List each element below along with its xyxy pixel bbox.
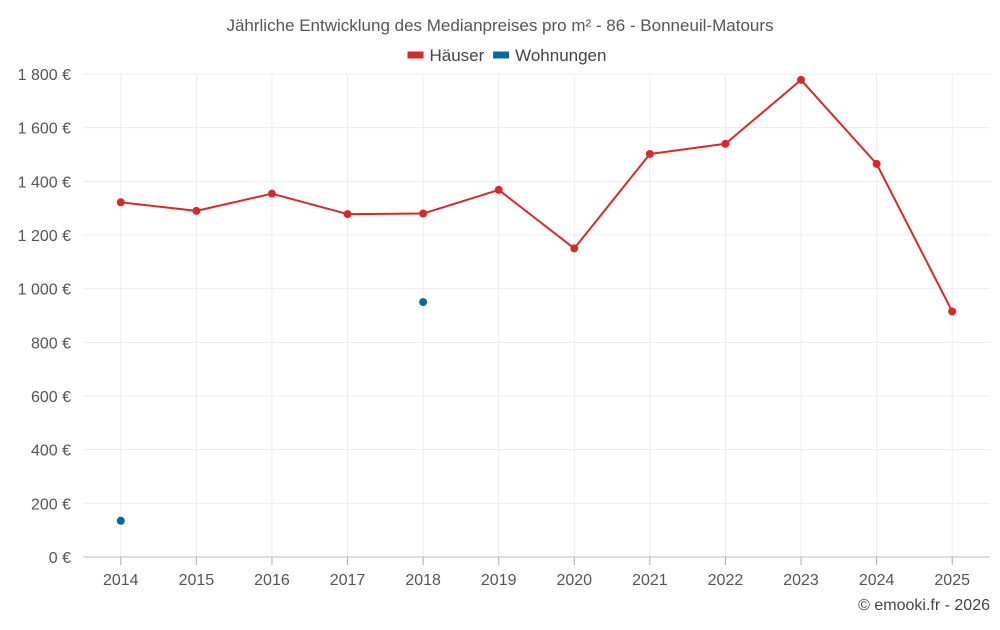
data-point[interactable] — [797, 75, 806, 84]
data-point[interactable] — [645, 149, 654, 158]
data-point[interactable] — [267, 189, 276, 198]
x-tick-label: 2022 — [708, 572, 744, 589]
x-tick-label: 2025 — [934, 572, 970, 589]
legend-label: Häuser — [430, 46, 485, 65]
x-tick-label: 2017 — [330, 572, 366, 589]
y-tick-label: 800 € — [31, 335, 71, 352]
y-tick-label: 200 € — [31, 496, 71, 513]
y-tick-label: 400 € — [31, 443, 71, 460]
x-tick-label: 2023 — [783, 572, 819, 589]
y-tick-label: 600 € — [31, 389, 71, 406]
data-point[interactable] — [419, 298, 428, 307]
legend-label: Wohnungen — [515, 46, 606, 65]
x-tick-label: 2014 — [103, 572, 139, 589]
legend-item[interactable]: Häuser — [407, 46, 485, 65]
axes: 0 € 200 € 400 € 600 € 800 € 1 000 € 1 200 € 1 4… — [18, 67, 990, 589]
data-point[interactable] — [419, 209, 428, 218]
y-tick-label: 1 800 € — [18, 67, 71, 84]
series-1 — [116, 298, 428, 525]
x-tick-label: 2024 — [859, 572, 895, 589]
legend-item[interactable]: Wohnungen — [493, 46, 606, 65]
legend-swatch — [407, 51, 424, 59]
data-point[interactable] — [192, 206, 201, 215]
grid — [83, 73, 990, 557]
x-tick-label: 2018 — [405, 572, 441, 589]
data-point[interactable] — [948, 307, 957, 316]
legend: Häuser Wohnungen — [407, 46, 606, 65]
x-tick-label: 2015 — [179, 572, 215, 589]
x-tick-label: 2021 — [632, 572, 668, 589]
y-tick-label: 0 € — [49, 550, 71, 567]
data-point[interactable] — [721, 139, 730, 148]
x-tick-label: 2019 — [481, 572, 517, 589]
data-point[interactable] — [116, 516, 125, 525]
credit-text: © emooki.fr - 2026 — [858, 597, 990, 614]
legend-swatch — [493, 51, 510, 59]
y-tick-label: 1 200 € — [18, 228, 71, 245]
series-line — [120, 78, 954, 312]
data-point[interactable] — [872, 159, 881, 168]
x-tick-label: 2016 — [254, 572, 290, 589]
y-tick-label: 1 600 € — [18, 121, 71, 138]
data-point[interactable] — [343, 210, 352, 219]
data-point[interactable] — [494, 185, 503, 194]
y-tick-label: 1 000 € — [18, 282, 71, 299]
chart-title: Jährliche Entwicklung des Medianpreises … — [226, 16, 773, 35]
data-point[interactable] — [570, 244, 579, 253]
series-0 — [116, 75, 957, 316]
data-point[interactable] — [116, 198, 125, 207]
y-tick-label: 1 400 € — [18, 174, 71, 191]
series-layer — [116, 75, 957, 525]
x-tick-label: 2020 — [556, 572, 592, 589]
